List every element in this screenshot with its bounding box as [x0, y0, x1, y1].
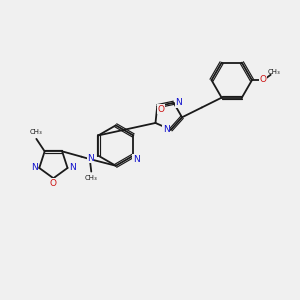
Text: O: O: [260, 75, 267, 84]
Text: N: N: [69, 163, 76, 172]
Text: CH₃: CH₃: [267, 69, 280, 75]
Text: N: N: [175, 98, 182, 107]
Text: CH₃: CH₃: [85, 175, 98, 181]
Text: N: N: [163, 125, 170, 134]
Text: O: O: [49, 179, 56, 188]
Text: N: N: [133, 155, 140, 164]
Text: CH₃: CH₃: [30, 129, 42, 135]
Text: N: N: [87, 154, 94, 163]
Text: N: N: [31, 163, 38, 172]
Text: O: O: [158, 105, 165, 114]
